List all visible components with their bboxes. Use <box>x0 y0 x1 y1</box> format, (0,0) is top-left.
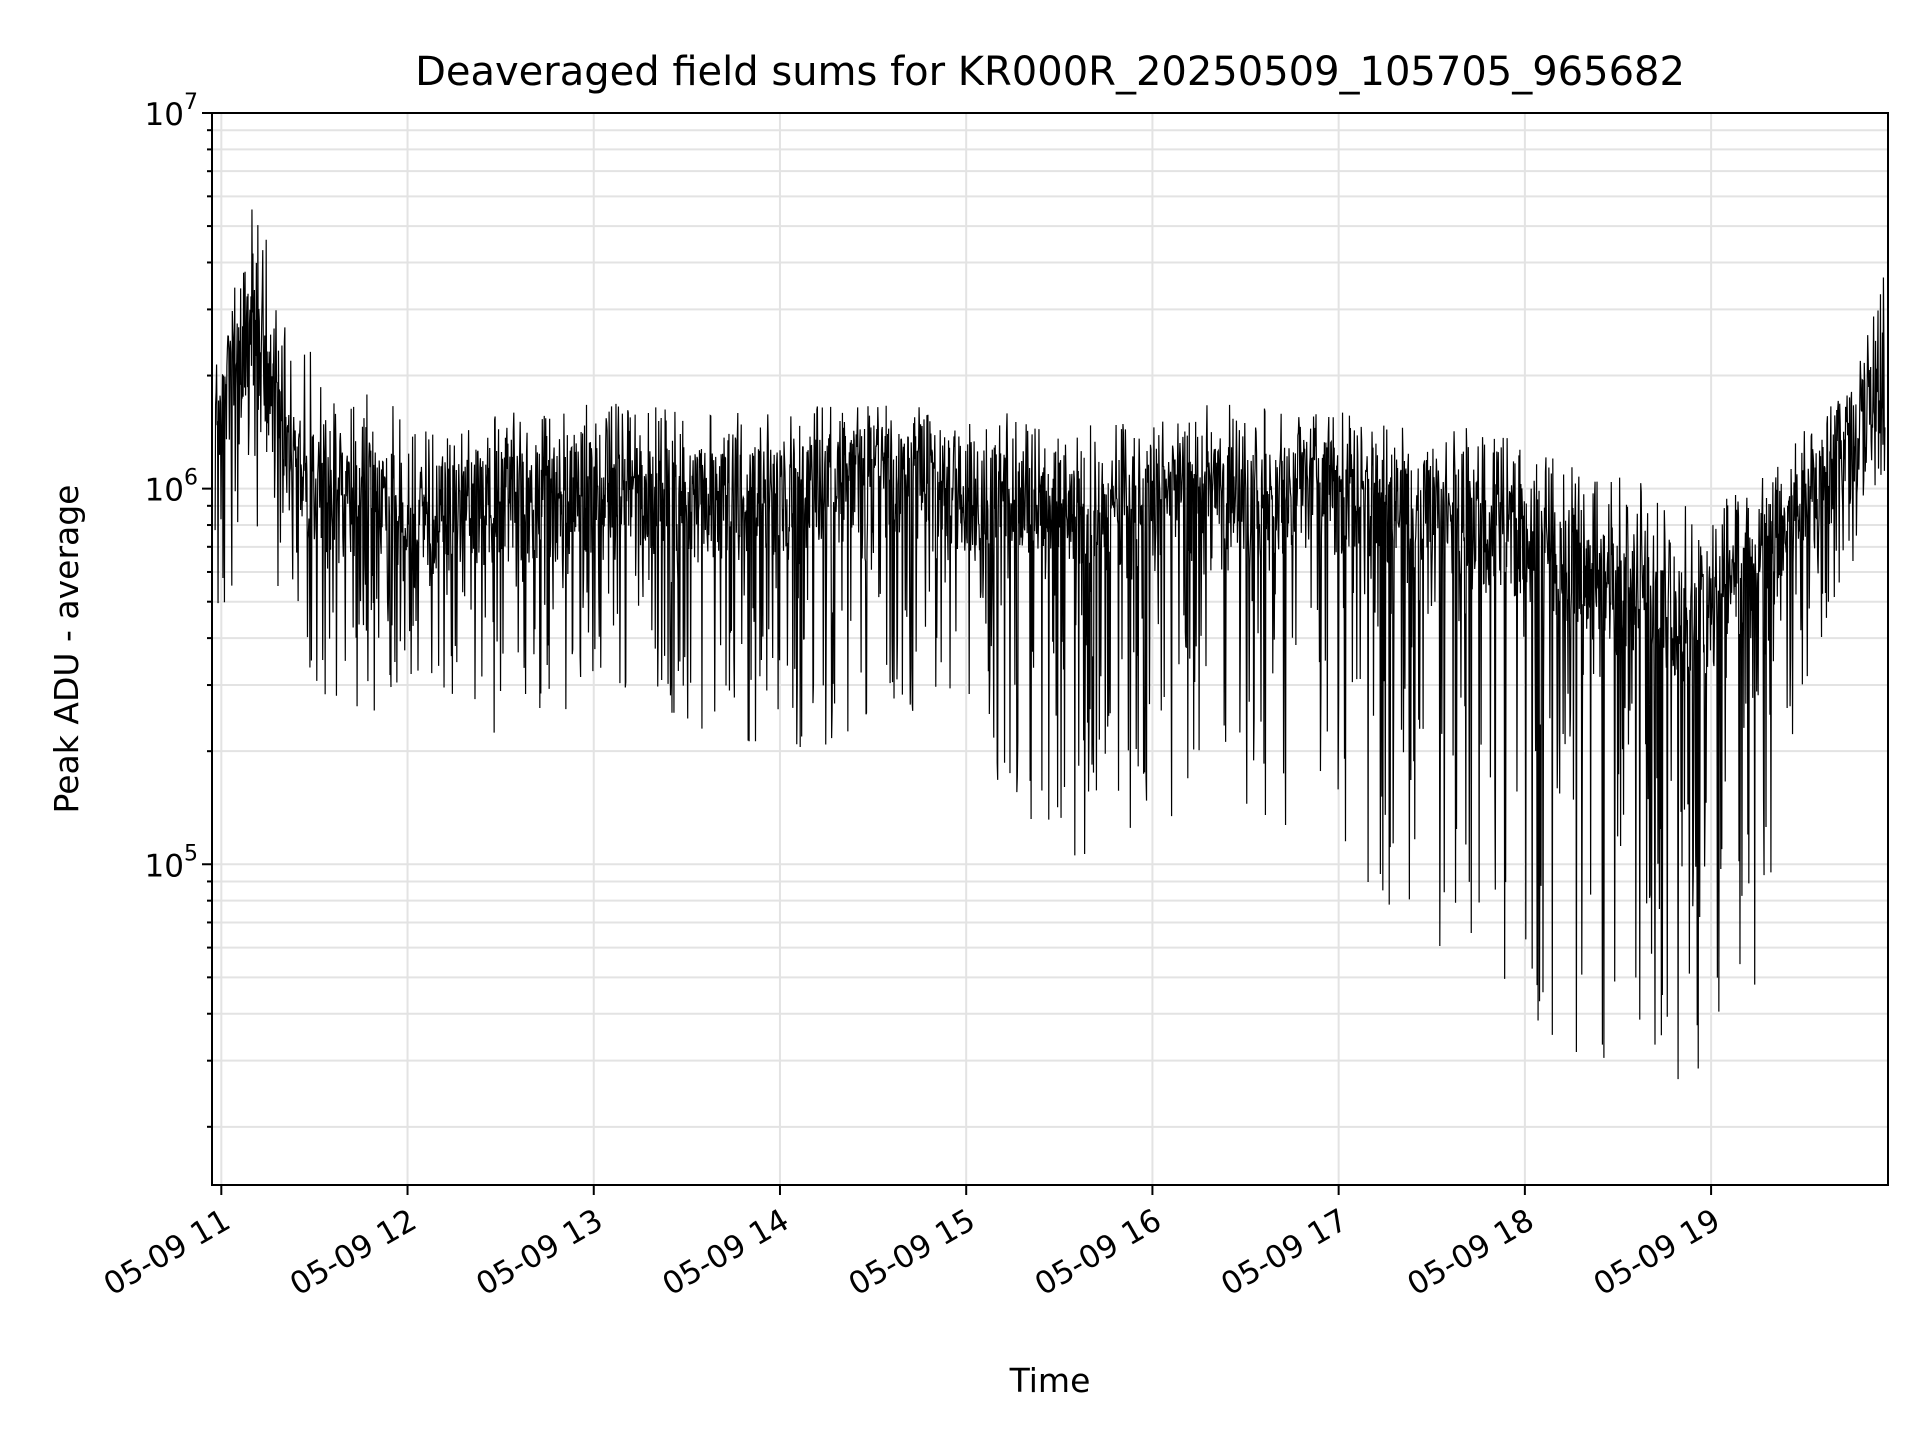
y-tick-label: 107 <box>145 90 198 133</box>
series-line <box>214 209 1886 1080</box>
grid <box>212 112 1888 1185</box>
y-axis-label: Peak ADU - average <box>47 485 86 814</box>
chart-title: Deaveraged field sums for KR000R_2025050… <box>415 49 1685 95</box>
x-axis-label: Time <box>1009 1361 1091 1400</box>
series-layer <box>214 209 1886 1080</box>
plot-frame <box>211 112 1889 1186</box>
y-tick-label: 105 <box>145 841 198 884</box>
y-tick-label: 106 <box>145 466 198 509</box>
